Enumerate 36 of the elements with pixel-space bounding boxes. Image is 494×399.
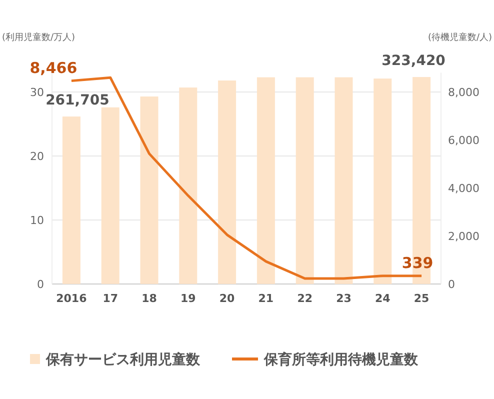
- y-tick-label: 10: [30, 214, 44, 227]
- x-tick-label: 19: [180, 292, 196, 305]
- x-tick-label: 17: [102, 292, 118, 305]
- x-tick-label: 22: [297, 292, 313, 305]
- x-tick-label: 18: [142, 292, 157, 305]
- bar: [296, 77, 314, 284]
- bar: [334, 77, 353, 284]
- y2-tick-label: 4,000: [448, 182, 480, 195]
- x-tick-label: 23: [336, 292, 352, 305]
- x-tick-label: 24: [374, 292, 391, 305]
- bar: [374, 78, 392, 284]
- bar: [140, 96, 158, 284]
- y-tick-label: 0: [37, 278, 44, 291]
- bar: [62, 116, 80, 284]
- x-tick-label: 20: [219, 292, 236, 305]
- data-label: 8,466: [30, 58, 78, 77]
- x-tick-label: 2016: [56, 292, 88, 305]
- bar: [179, 88, 198, 284]
- bar: [218, 80, 236, 284]
- bar: [256, 77, 275, 284]
- y2-tick-label: 0: [448, 278, 455, 291]
- y2-axis-title: (待機児童数/人): [428, 32, 492, 43]
- legend-label: 保有サービス利用児童数: [45, 351, 201, 368]
- y2-tick-label: 8,000: [448, 86, 480, 99]
- y-tick-label: 30: [30, 86, 44, 99]
- annotation: 323,420: [382, 53, 446, 70]
- x-tick-label: 21: [258, 292, 274, 305]
- legend-label: 保育所等利用待機児童数: [263, 351, 419, 368]
- bar: [101, 107, 120, 284]
- y2-tick-label: 2,000: [448, 230, 480, 243]
- y-axis-title: (利用児童数/万人): [2, 32, 76, 43]
- data-label: 339: [402, 254, 434, 272]
- y2-tick-label: 6,000: [448, 134, 480, 147]
- x-tick-label: 25: [414, 292, 430, 305]
- y-tick-label: 20: [30, 150, 44, 163]
- annotation: 261,705: [46, 92, 110, 109]
